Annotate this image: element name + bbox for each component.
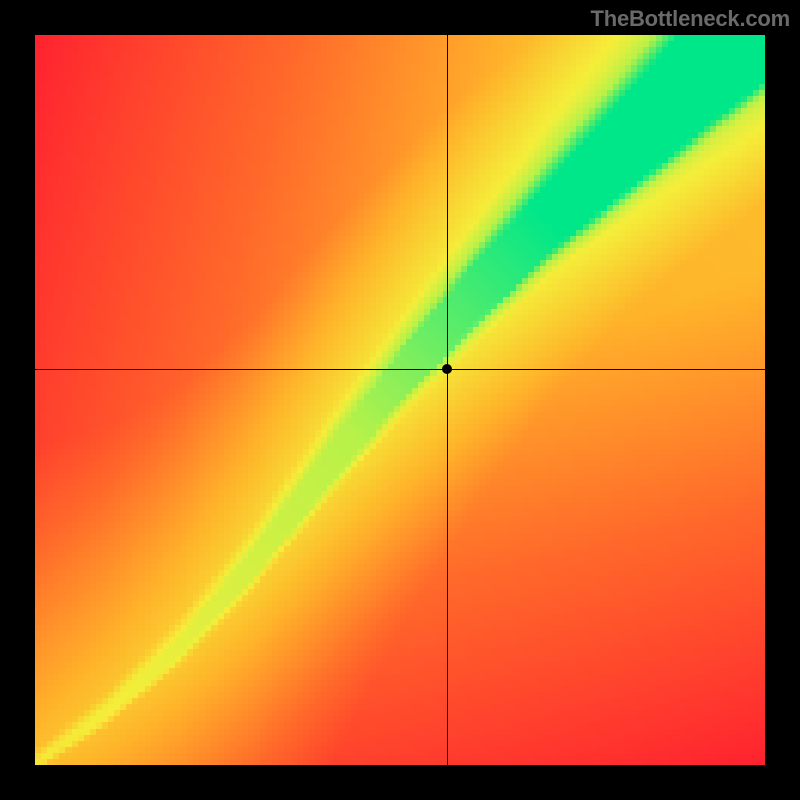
plot-area: [35, 35, 765, 765]
current-config-marker: [442, 364, 452, 374]
bottleneck-heatmap: [35, 35, 765, 765]
figure-container: TheBottleneck.com: [0, 0, 800, 800]
crosshair-vertical: [447, 35, 448, 765]
watermark-text: TheBottleneck.com: [590, 6, 790, 32]
crosshair-horizontal: [35, 369, 765, 370]
